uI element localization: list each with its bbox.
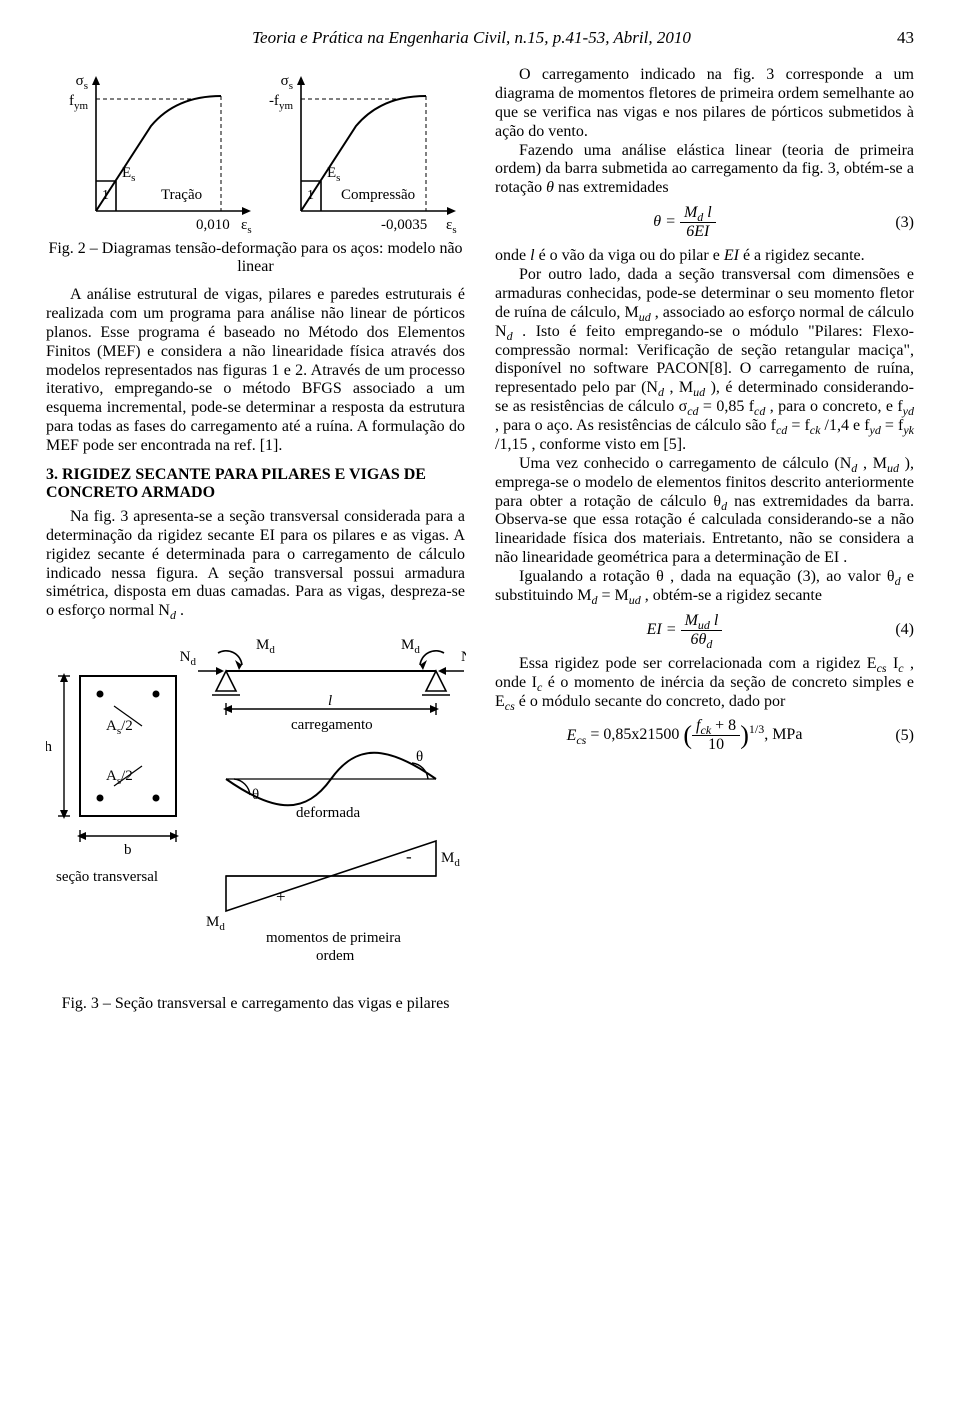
svg-text:As/2: As/2 <box>106 768 133 787</box>
right-para-6: Igualando a rotação θ , dada na equação … <box>495 568 914 606</box>
page-number: 43 <box>897 28 914 48</box>
figure-3: h As/2 As/2 <box>46 621 465 991</box>
section-3-title: 3. RIGIDEZ SECANTE PARA PILARES E VIGAS … <box>46 466 465 502</box>
left-para-2: Na fig. 3 apresenta-se a seção transvers… <box>46 508 465 621</box>
svg-text:+: + <box>276 887 286 906</box>
svg-text:Es: Es <box>122 165 135 184</box>
svg-text:seção transversal: seção transversal <box>56 869 158 885</box>
svg-text:h: h <box>46 739 53 755</box>
svg-text:0,010: 0,010 <box>196 217 230 233</box>
svg-text:l: l <box>328 693 332 709</box>
svg-text:σs: σs <box>281 73 293 92</box>
equation-3: θ = Md l 6EI (3) <box>495 204 914 241</box>
equation-5: Ecs = 0,85x21500 ( fck + 8 10 )1/3, MPa … <box>495 717 914 754</box>
svg-text:carregamento: carregamento <box>291 717 373 733</box>
svg-text:Md: Md <box>256 637 275 656</box>
right-para-7: Essa rigidez pode ser correlacionada com… <box>495 655 914 712</box>
svg-text:εs: εs <box>241 217 252 236</box>
svg-text:-: - <box>406 847 412 866</box>
svg-text:b: b <box>124 842 132 858</box>
svg-text:σs: σs <box>76 73 88 92</box>
svg-text:Md: Md <box>401 637 420 656</box>
svg-text:Md: Md <box>206 914 225 933</box>
svg-text:θ: θ <box>416 749 423 765</box>
svg-text:fym: fym <box>69 93 89 112</box>
svg-text:Md: Md <box>441 850 460 869</box>
svg-text:Compressão: Compressão <box>341 187 415 203</box>
right-para-4: Por outro lado, dada a seção transversal… <box>495 266 914 455</box>
svg-text:As/2: As/2 <box>106 718 133 737</box>
figure-2: σs fym Es 1 Tração 0,010 εs <box>46 66 465 236</box>
right-para-3: onde l é o vão da viga ou do pilar e EI … <box>495 247 914 266</box>
svg-text:Nd: Nd <box>461 649 466 668</box>
journal-ref: Teoria e Prática na Engenharia Civil, n.… <box>252 28 691 47</box>
right-para-2: Fazendo uma análise elástica linear (teo… <box>495 142 914 199</box>
svg-text:Nd: Nd <box>180 649 197 668</box>
svg-text:εs: εs <box>446 217 457 236</box>
svg-text:deformada: deformada <box>296 805 360 821</box>
svg-text:-0,0035: -0,0035 <box>381 217 427 233</box>
figure-2-caption: Fig. 2 – Diagramas tensão-deformação par… <box>46 240 465 276</box>
svg-text:1: 1 <box>307 188 314 203</box>
right-para-1: O carregamento indicado na fig. 3 corres… <box>495 66 914 142</box>
svg-text:1: 1 <box>102 188 109 203</box>
svg-text:θ: θ <box>252 787 259 803</box>
equation-4: EI = Mud l 6θd (4) <box>495 612 914 649</box>
left-para-1: A análise estrutural de vigas, pilares e… <box>46 286 465 456</box>
figure-3-caption: Fig. 3 – Seção transversal e carregament… <box>46 995 465 1013</box>
svg-text:momentos de primeira: momentos de primeira <box>266 930 401 946</box>
page-header: Teoria e Prática na Engenharia Civil, n.… <box>46 28 914 48</box>
svg-text:Tração: Tração <box>161 187 202 203</box>
svg-text:Es: Es <box>327 165 340 184</box>
right-para-5: Uma vez conhecido o carregamento de cálc… <box>495 455 914 568</box>
svg-text:ordem: ordem <box>316 948 355 964</box>
svg-text:-fym: -fym <box>269 93 294 112</box>
